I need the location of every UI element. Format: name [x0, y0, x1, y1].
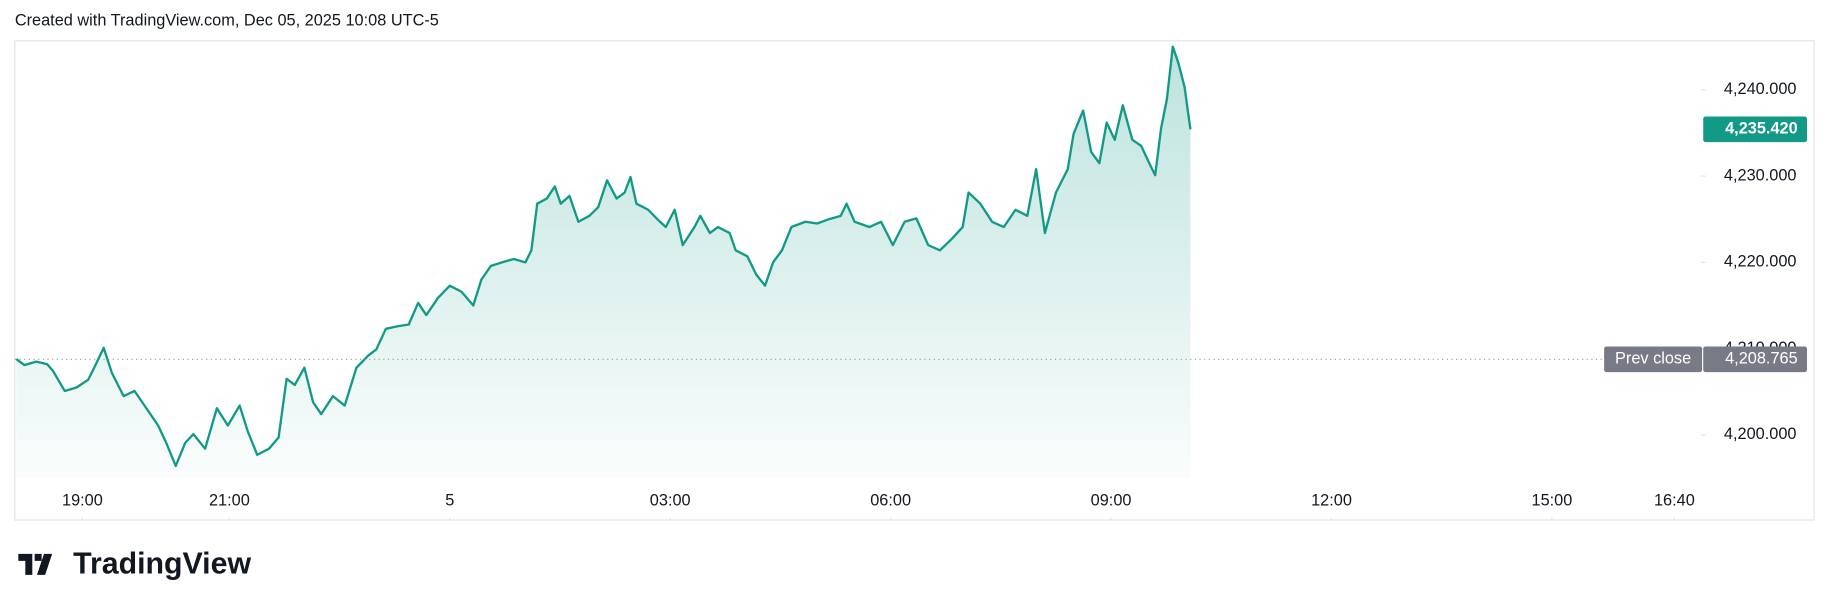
x-tick-label: 03:00 — [650, 492, 691, 510]
x-tick-label: 19:00 — [62, 492, 103, 510]
logo-icon — [18, 553, 53, 575]
x-tick-label: 06:00 — [870, 492, 911, 510]
x-tick-label: 09:00 — [1091, 492, 1132, 510]
header: Created with TradingView.com, Dec 05, 20… — [15, 11, 439, 29]
x-tick-label: 15:00 — [1532, 492, 1573, 510]
logo: TradingView — [18, 548, 251, 581]
prev-close-name-box — [1604, 346, 1703, 373]
y-tick-label: 4,230.000 — [1724, 166, 1797, 184]
prev-close-label: 4,208.765 — [1725, 350, 1798, 368]
prev-close-name: Prev close — [1615, 350, 1691, 368]
area-fill — [16, 46, 1191, 479]
price-line — [15, 45, 1192, 468]
last-price-label: 4,235.420 — [1725, 120, 1798, 138]
x-tick-label: 16:40 — [1654, 492, 1695, 510]
x-tick-label: 12:00 — [1311, 492, 1352, 510]
y-tick-label: 4,220.000 — [1724, 253, 1797, 271]
y-tick-label: 4,200.000 — [1724, 425, 1797, 443]
last-price-box — [1703, 116, 1808, 143]
prev-close-box — [1703, 346, 1808, 373]
x-tick-label: 21:00 — [209, 492, 250, 510]
y-tick-label: 4,240.000 — [1724, 80, 1797, 98]
brand: TradingView — [73, 548, 251, 581]
chart-frame — [14, 40, 1815, 521]
x-tick-label: 5 — [445, 492, 454, 510]
